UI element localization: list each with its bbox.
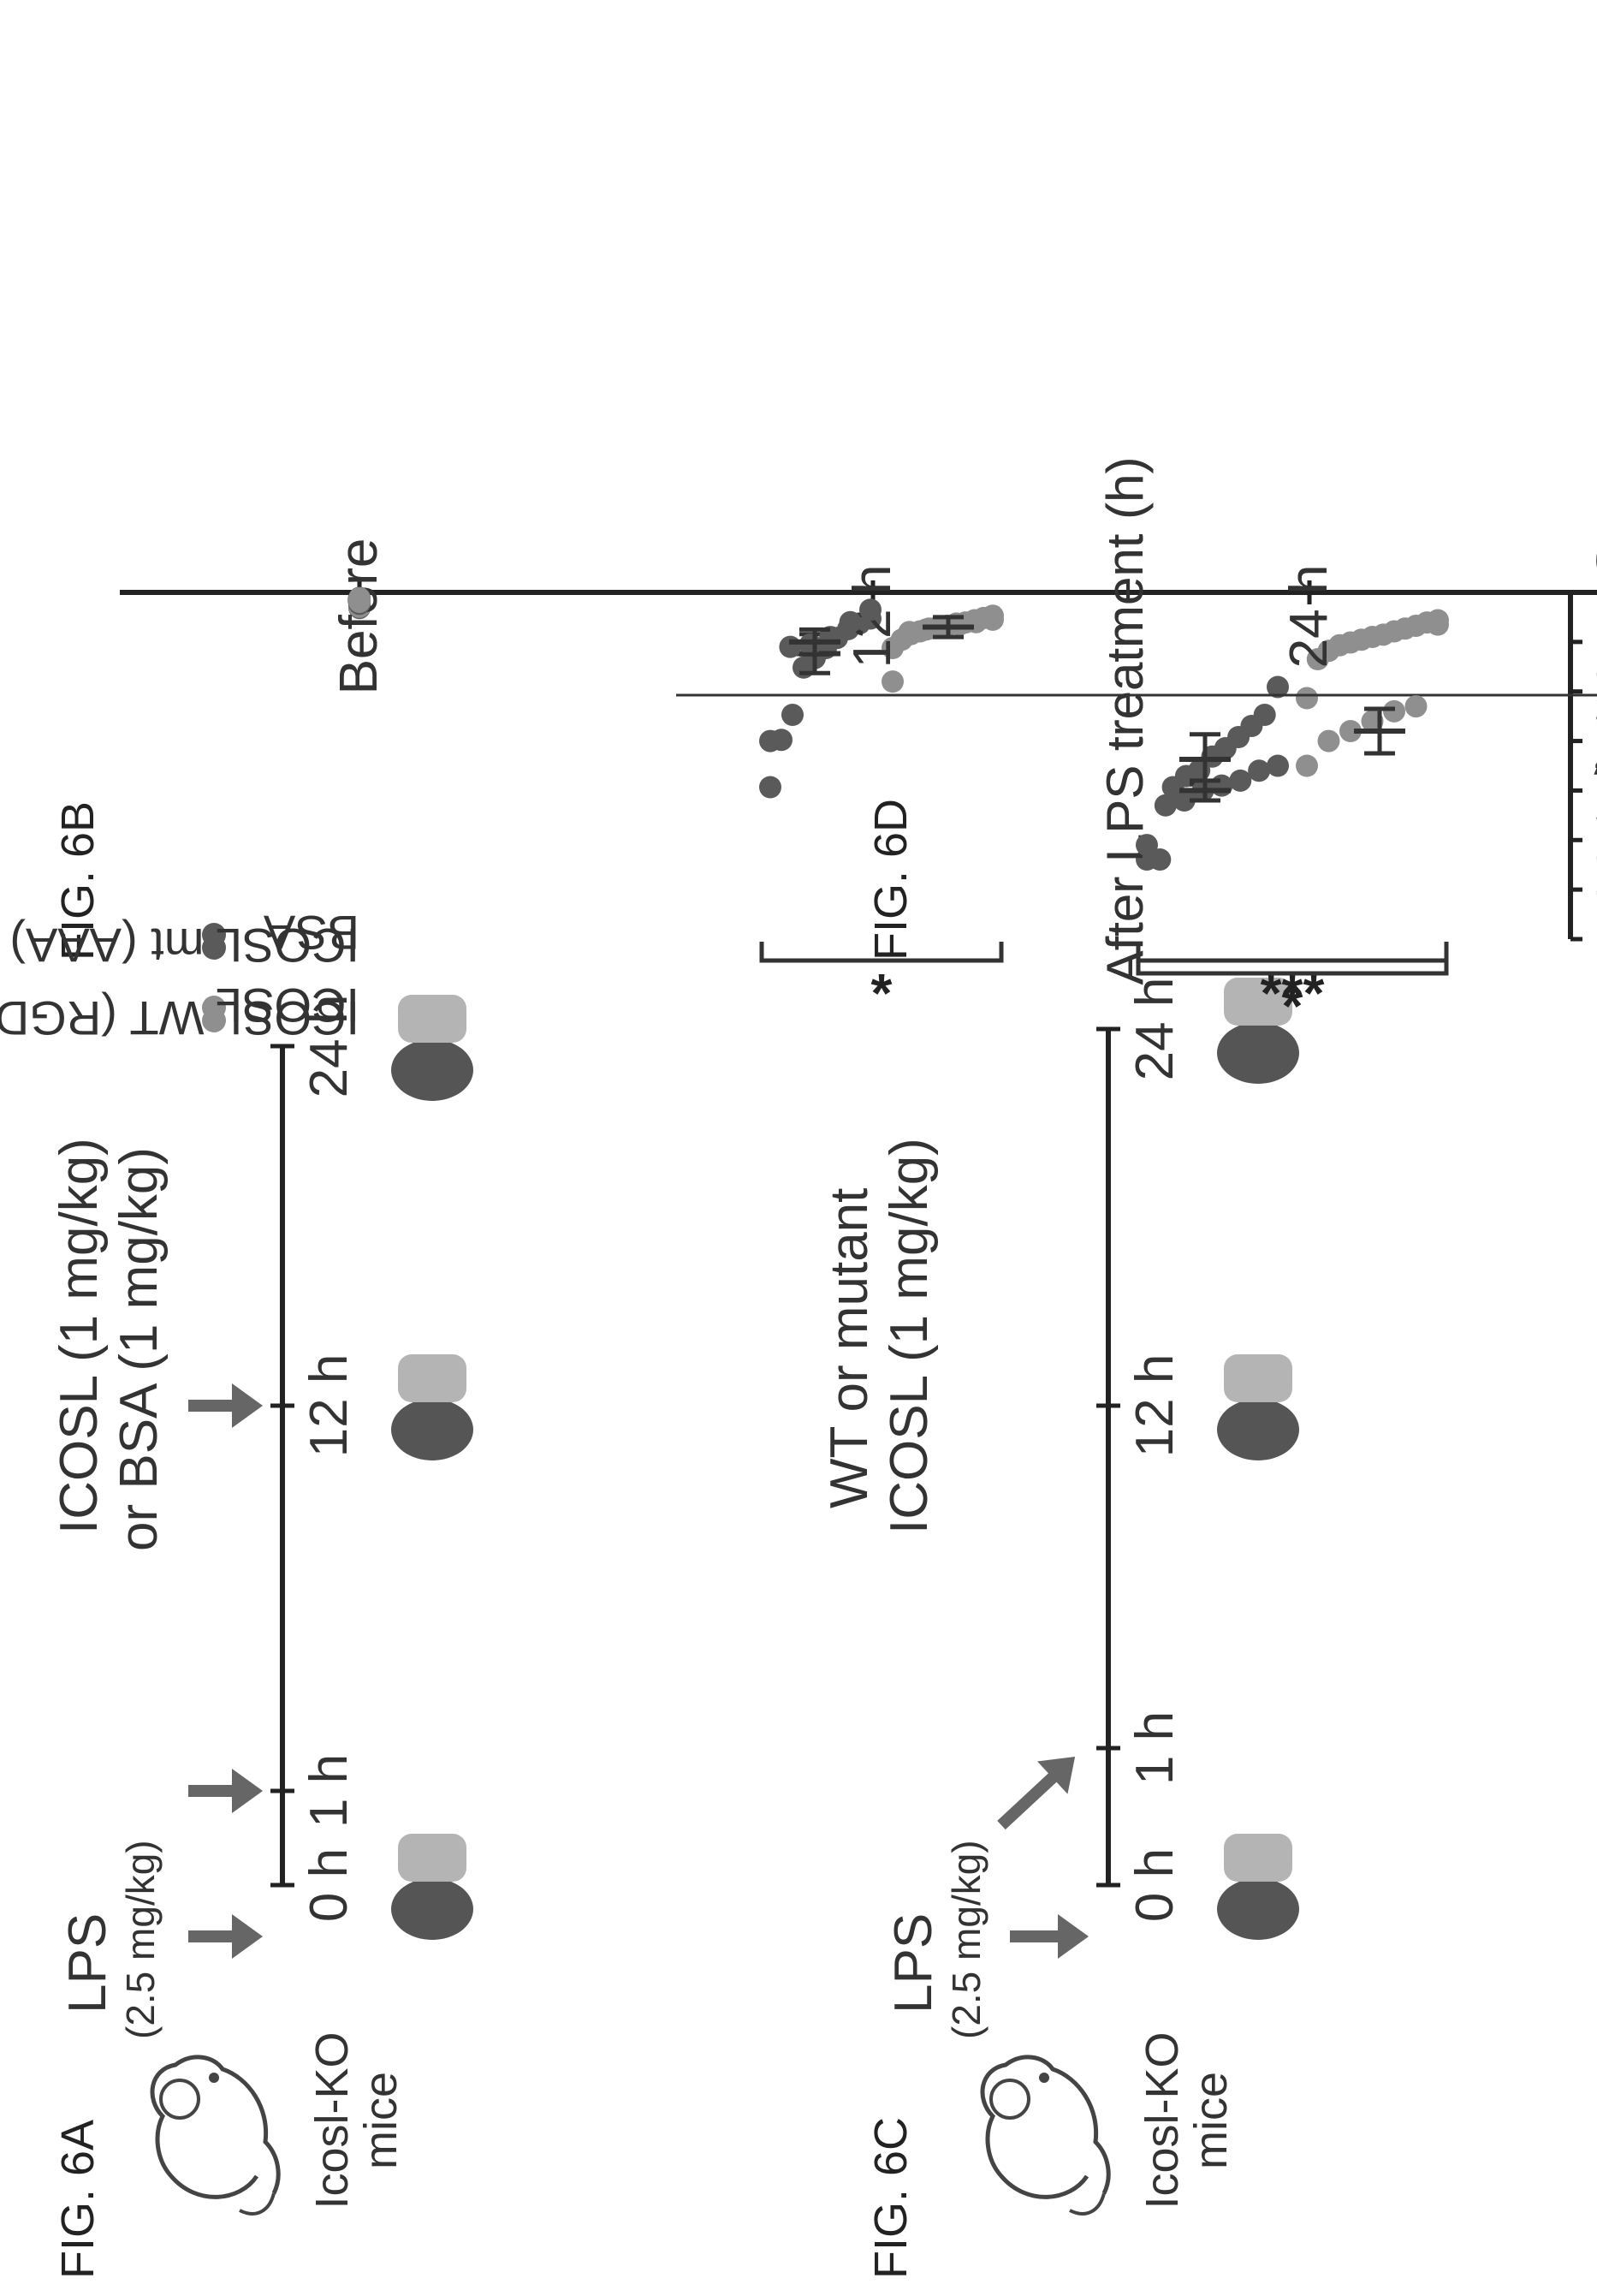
data-point xyxy=(1210,774,1233,797)
urine-sample-light xyxy=(398,995,466,1043)
data-point xyxy=(1339,720,1362,742)
y-tick-label: 0 xyxy=(1594,533,1597,587)
data-point xyxy=(1427,613,1449,636)
timeline-tick-label: 12 h xyxy=(1125,1354,1184,1458)
injection-arrowhead xyxy=(1037,1757,1076,1794)
injection-arrow xyxy=(997,1764,1066,1830)
data-point xyxy=(1383,699,1405,723)
data-point xyxy=(1136,834,1158,857)
urine-sample-dark xyxy=(1217,1022,1299,1084)
y-tick-label: 1000 xyxy=(1594,583,1597,637)
urine-sample-dark xyxy=(1217,1878,1299,1940)
data-point xyxy=(1296,687,1318,710)
x-tick-label: 24 h xyxy=(1279,565,1339,669)
chart-fig-6d: 01000200030004000500060007000 ACR (mg/g) B… xyxy=(0,457,1597,1045)
urine-sample-light xyxy=(398,1834,466,1882)
legend-label: ICOSL xyxy=(216,978,359,1032)
significance-bracket xyxy=(1136,942,1449,963)
y-tick-label: 2000 xyxy=(1594,633,1597,687)
data-point xyxy=(882,670,904,693)
legend-marker xyxy=(202,936,226,960)
data-point xyxy=(982,608,1004,631)
injection-arrowhead xyxy=(232,1914,263,1959)
data-point xyxy=(779,635,802,658)
data-point xyxy=(898,621,921,644)
urine-sample-light xyxy=(1224,1834,1292,1882)
y-tick-label: 3000 xyxy=(1594,682,1597,736)
x-axis-label: After LPS treatment (h) xyxy=(1096,457,1154,985)
urine-sample-dark xyxy=(1217,1399,1299,1460)
timeline-tick-label: 1 h xyxy=(1125,1711,1184,1785)
timeline-tick-label: 24 h xyxy=(1125,978,1184,1081)
y-tick-label: 6000 xyxy=(1594,830,1597,884)
x-tick-label: Before xyxy=(329,538,389,695)
legend-label: ICOSL WT (RGD) xyxy=(0,991,359,1045)
urine-sample-light xyxy=(1224,978,1292,1026)
y-tick-label: 7000 xyxy=(1594,880,1597,934)
data-point xyxy=(1317,729,1340,752)
data-point xyxy=(1154,794,1177,817)
y-axis-label: ACR (mg/g) xyxy=(1594,731,1597,785)
timeline-tick-label: 12 h xyxy=(300,1354,359,1458)
injection-arrowhead xyxy=(232,1383,263,1428)
y-tick-label: 4000 xyxy=(1594,731,1597,785)
significance-label: * xyxy=(871,962,893,1024)
timeline-tick-label: 24 h xyxy=(300,995,359,1098)
urine-sample-light xyxy=(398,1354,466,1402)
data-point xyxy=(1267,675,1289,699)
timeline-tick-label: 1 h xyxy=(300,1754,359,1828)
data-point xyxy=(1253,704,1276,726)
data-point xyxy=(859,598,882,622)
timeline-tick-label: 0 h xyxy=(300,1848,359,1922)
injection-arrowhead xyxy=(1058,1914,1089,1959)
data-point xyxy=(1404,695,1428,718)
legend-label: ICOSL mt (AAA) xyxy=(9,919,359,973)
urine-sample-dark xyxy=(391,1399,473,1460)
urine-sample-dark xyxy=(391,1039,473,1101)
data-point xyxy=(1173,789,1196,812)
data-point xyxy=(759,729,781,752)
data-point xyxy=(1149,848,1172,871)
data-point xyxy=(839,610,862,633)
mouse-icon xyxy=(150,2055,281,2216)
data-point xyxy=(348,590,371,613)
data-point xyxy=(759,776,781,799)
significance-bracket xyxy=(759,942,1004,963)
data-point xyxy=(1296,754,1318,777)
significance-bracket xyxy=(1136,955,1449,976)
data-point xyxy=(1267,754,1289,777)
mouse-icon xyxy=(980,2055,1111,2216)
legend-label: BSA xyxy=(263,906,359,960)
data-point xyxy=(781,704,804,726)
data-point xyxy=(1248,759,1271,782)
urine-sample-light xyxy=(1224,1354,1292,1402)
legend-marker xyxy=(202,1008,226,1032)
data-point xyxy=(1229,769,1252,792)
x-axis-label: After LPS treatment (h) xyxy=(1096,457,1154,985)
timeline-tick-label: 0 h xyxy=(1125,1848,1184,1922)
y-tick-label: 5000 xyxy=(1594,781,1597,835)
significance-label: * xyxy=(1282,975,1303,1037)
injection-arrowhead xyxy=(232,1769,263,1813)
urine-sample-dark xyxy=(391,1878,473,1940)
